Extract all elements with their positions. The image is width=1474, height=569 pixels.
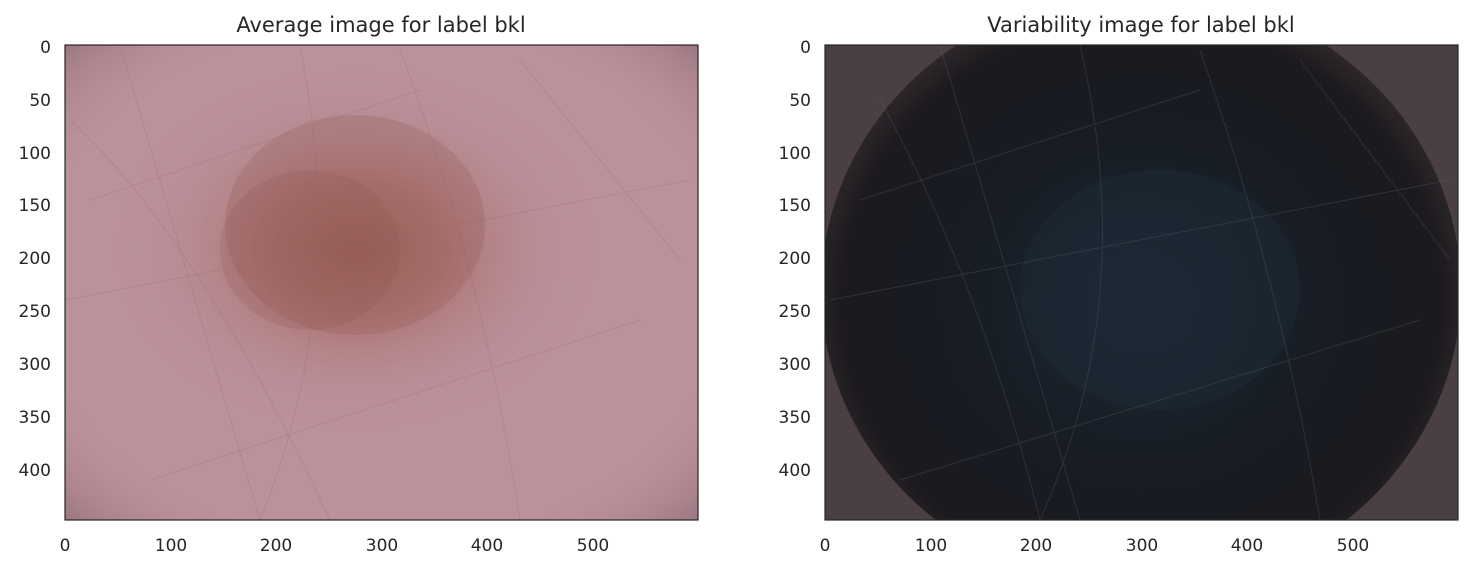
average-x-ticks: 0 100 200 300 400 500 — [60, 536, 610, 556]
y-tick-label: 300 — [19, 355, 51, 375]
average-axes-frame — [64, 44, 699, 521]
average-image — [65, 45, 698, 520]
x-tick-label: 200 — [1020, 536, 1052, 556]
y-tick-label: 150 — [19, 196, 51, 216]
variability-image — [825, 45, 1458, 520]
x-tick-label: 0 — [60, 536, 71, 556]
y-tick-label: 0 — [40, 38, 51, 58]
average-y-ticks: 0 50 100 150 200 250 300 350 400 — [19, 38, 51, 481]
variability-title: Variability image for label bkl — [987, 13, 1295, 37]
x-tick-label: 500 — [1337, 536, 1369, 556]
average-title: Average image for label bkl — [236, 13, 525, 37]
x-tick-label: 0 — [820, 536, 831, 556]
y-tick-label: 100 — [779, 144, 811, 164]
x-tick-label: 500 — [577, 536, 609, 556]
variability-y-ticks: 0 50 100 150 200 250 300 350 400 — [779, 38, 811, 481]
x-tick-label: 100 — [915, 536, 947, 556]
y-tick-label: 200 — [19, 249, 51, 269]
x-tick-label: 300 — [1126, 536, 1158, 556]
x-tick-label: 400 — [471, 536, 503, 556]
y-tick-label: 250 — [19, 302, 51, 322]
x-tick-label: 100 — [155, 536, 187, 556]
y-tick-label: 400 — [779, 461, 811, 481]
y-tick-label: 100 — [19, 144, 51, 164]
y-tick-label: 0 — [800, 38, 811, 58]
y-tick-label: 50 — [29, 91, 51, 111]
y-tick-label: 250 — [779, 302, 811, 322]
y-tick-label: 150 — [779, 196, 811, 216]
average-image-panel: Average image for label bkl 0 50 100 150… — [19, 13, 699, 556]
x-tick-label: 200 — [260, 536, 292, 556]
y-tick-label: 350 — [19, 408, 51, 428]
y-tick-label: 300 — [779, 355, 811, 375]
x-tick-label: 400 — [1231, 536, 1263, 556]
variability-axes-frame — [824, 44, 1459, 521]
y-tick-label: 50 — [789, 91, 811, 111]
y-tick-label: 400 — [19, 461, 51, 481]
x-tick-label: 300 — [366, 536, 398, 556]
variability-image-panel: Variability image for label bkl 0 50 100… — [779, 13, 1459, 556]
y-tick-label: 350 — [779, 408, 811, 428]
y-tick-label: 200 — [779, 249, 811, 269]
variability-x-ticks: 0 100 200 300 400 500 — [820, 536, 1370, 556]
